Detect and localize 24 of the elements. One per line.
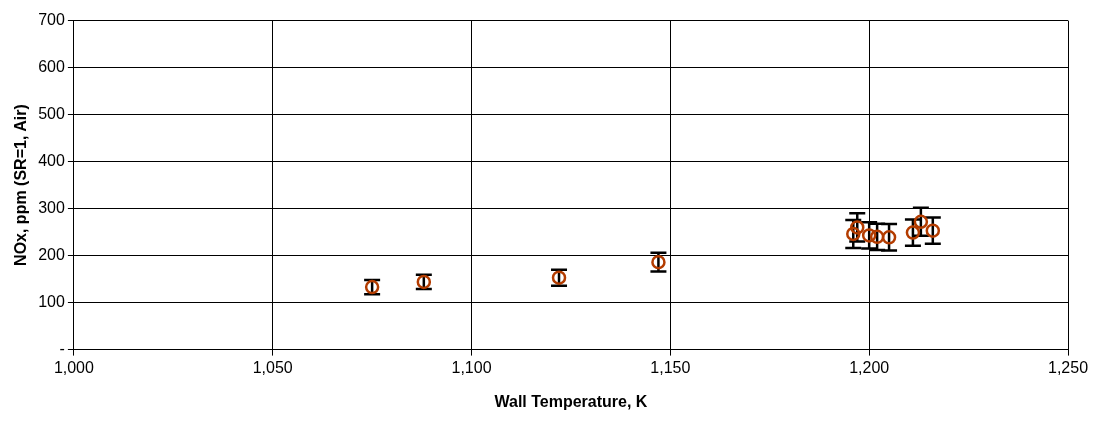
- x-tick-label: 1,250: [1047, 358, 1089, 376]
- point: [850, 220, 865, 235]
- x-tick-label: 1,150: [650, 358, 691, 376]
- y-axis-title: NOx, ppm (SR=1, Air): [12, 104, 30, 266]
- point: [881, 230, 897, 245]
- y-tick-label: 200: [38, 246, 65, 264]
- point: [913, 214, 929, 230]
- point: [905, 225, 921, 240]
- x-tick-label: 1,100: [451, 358, 492, 376]
- point: [869, 229, 885, 245]
- x-tick-label: 1,050: [252, 358, 293, 376]
- x-tick-label: 1,000: [53, 358, 95, 376]
- y-tick-label: 300: [38, 199, 65, 217]
- x-axis-title: Wall Temperature, K: [494, 392, 648, 410]
- x-tick-label: 1,200: [849, 358, 890, 376]
- y-tick-label: 100: [38, 293, 65, 311]
- y-tick-label: 600: [38, 58, 65, 76]
- point: [846, 226, 861, 242]
- y-tick-label: 500: [38, 105, 65, 123]
- y-tick-label: -: [59, 340, 65, 358]
- point: [925, 223, 941, 238]
- y-tick-label: 700: [38, 11, 65, 29]
- y-tick-label: 400: [38, 152, 65, 170]
- point: [861, 228, 877, 243]
